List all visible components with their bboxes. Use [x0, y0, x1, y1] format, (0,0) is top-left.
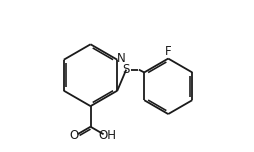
Text: O: O: [69, 129, 78, 142]
Text: S: S: [122, 63, 130, 76]
Text: OH: OH: [99, 129, 117, 142]
Text: N: N: [116, 52, 125, 65]
Text: F: F: [165, 45, 171, 58]
